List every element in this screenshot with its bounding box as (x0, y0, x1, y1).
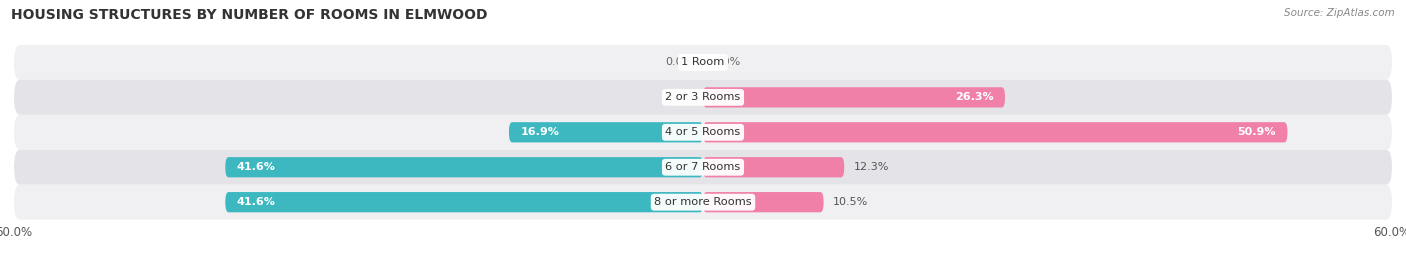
Text: 6 or 7 Rooms: 6 or 7 Rooms (665, 162, 741, 172)
Text: Source: ZipAtlas.com: Source: ZipAtlas.com (1284, 8, 1395, 18)
Text: 50.9%: 50.9% (1237, 127, 1277, 137)
FancyBboxPatch shape (703, 87, 1005, 107)
FancyBboxPatch shape (225, 192, 703, 212)
FancyBboxPatch shape (14, 150, 1392, 185)
FancyBboxPatch shape (14, 185, 1392, 220)
Text: 4 or 5 Rooms: 4 or 5 Rooms (665, 127, 741, 137)
FancyBboxPatch shape (14, 80, 1392, 115)
FancyBboxPatch shape (14, 115, 1392, 150)
Text: 12.3%: 12.3% (853, 162, 889, 172)
Text: 0.0%: 0.0% (713, 58, 741, 68)
FancyBboxPatch shape (703, 122, 1288, 143)
Text: 2 or 3 Rooms: 2 or 3 Rooms (665, 92, 741, 102)
Text: 0.0%: 0.0% (665, 58, 693, 68)
Text: 41.6%: 41.6% (236, 197, 276, 207)
Text: 10.5%: 10.5% (832, 197, 868, 207)
FancyBboxPatch shape (703, 157, 844, 177)
Text: 16.9%: 16.9% (520, 127, 560, 137)
Text: HOUSING STRUCTURES BY NUMBER OF ROOMS IN ELMWOOD: HOUSING STRUCTURES BY NUMBER OF ROOMS IN… (11, 8, 488, 22)
FancyBboxPatch shape (14, 45, 1392, 80)
FancyBboxPatch shape (703, 192, 824, 212)
Text: 1 Room: 1 Room (682, 58, 724, 68)
Text: 26.3%: 26.3% (955, 92, 994, 102)
Text: 41.6%: 41.6% (236, 162, 276, 172)
FancyBboxPatch shape (509, 122, 703, 143)
FancyBboxPatch shape (225, 157, 703, 177)
Text: 0.0%: 0.0% (665, 92, 693, 102)
Legend: Owner-occupied, Renter-occupied: Owner-occupied, Renter-occupied (562, 267, 844, 270)
Text: 8 or more Rooms: 8 or more Rooms (654, 197, 752, 207)
